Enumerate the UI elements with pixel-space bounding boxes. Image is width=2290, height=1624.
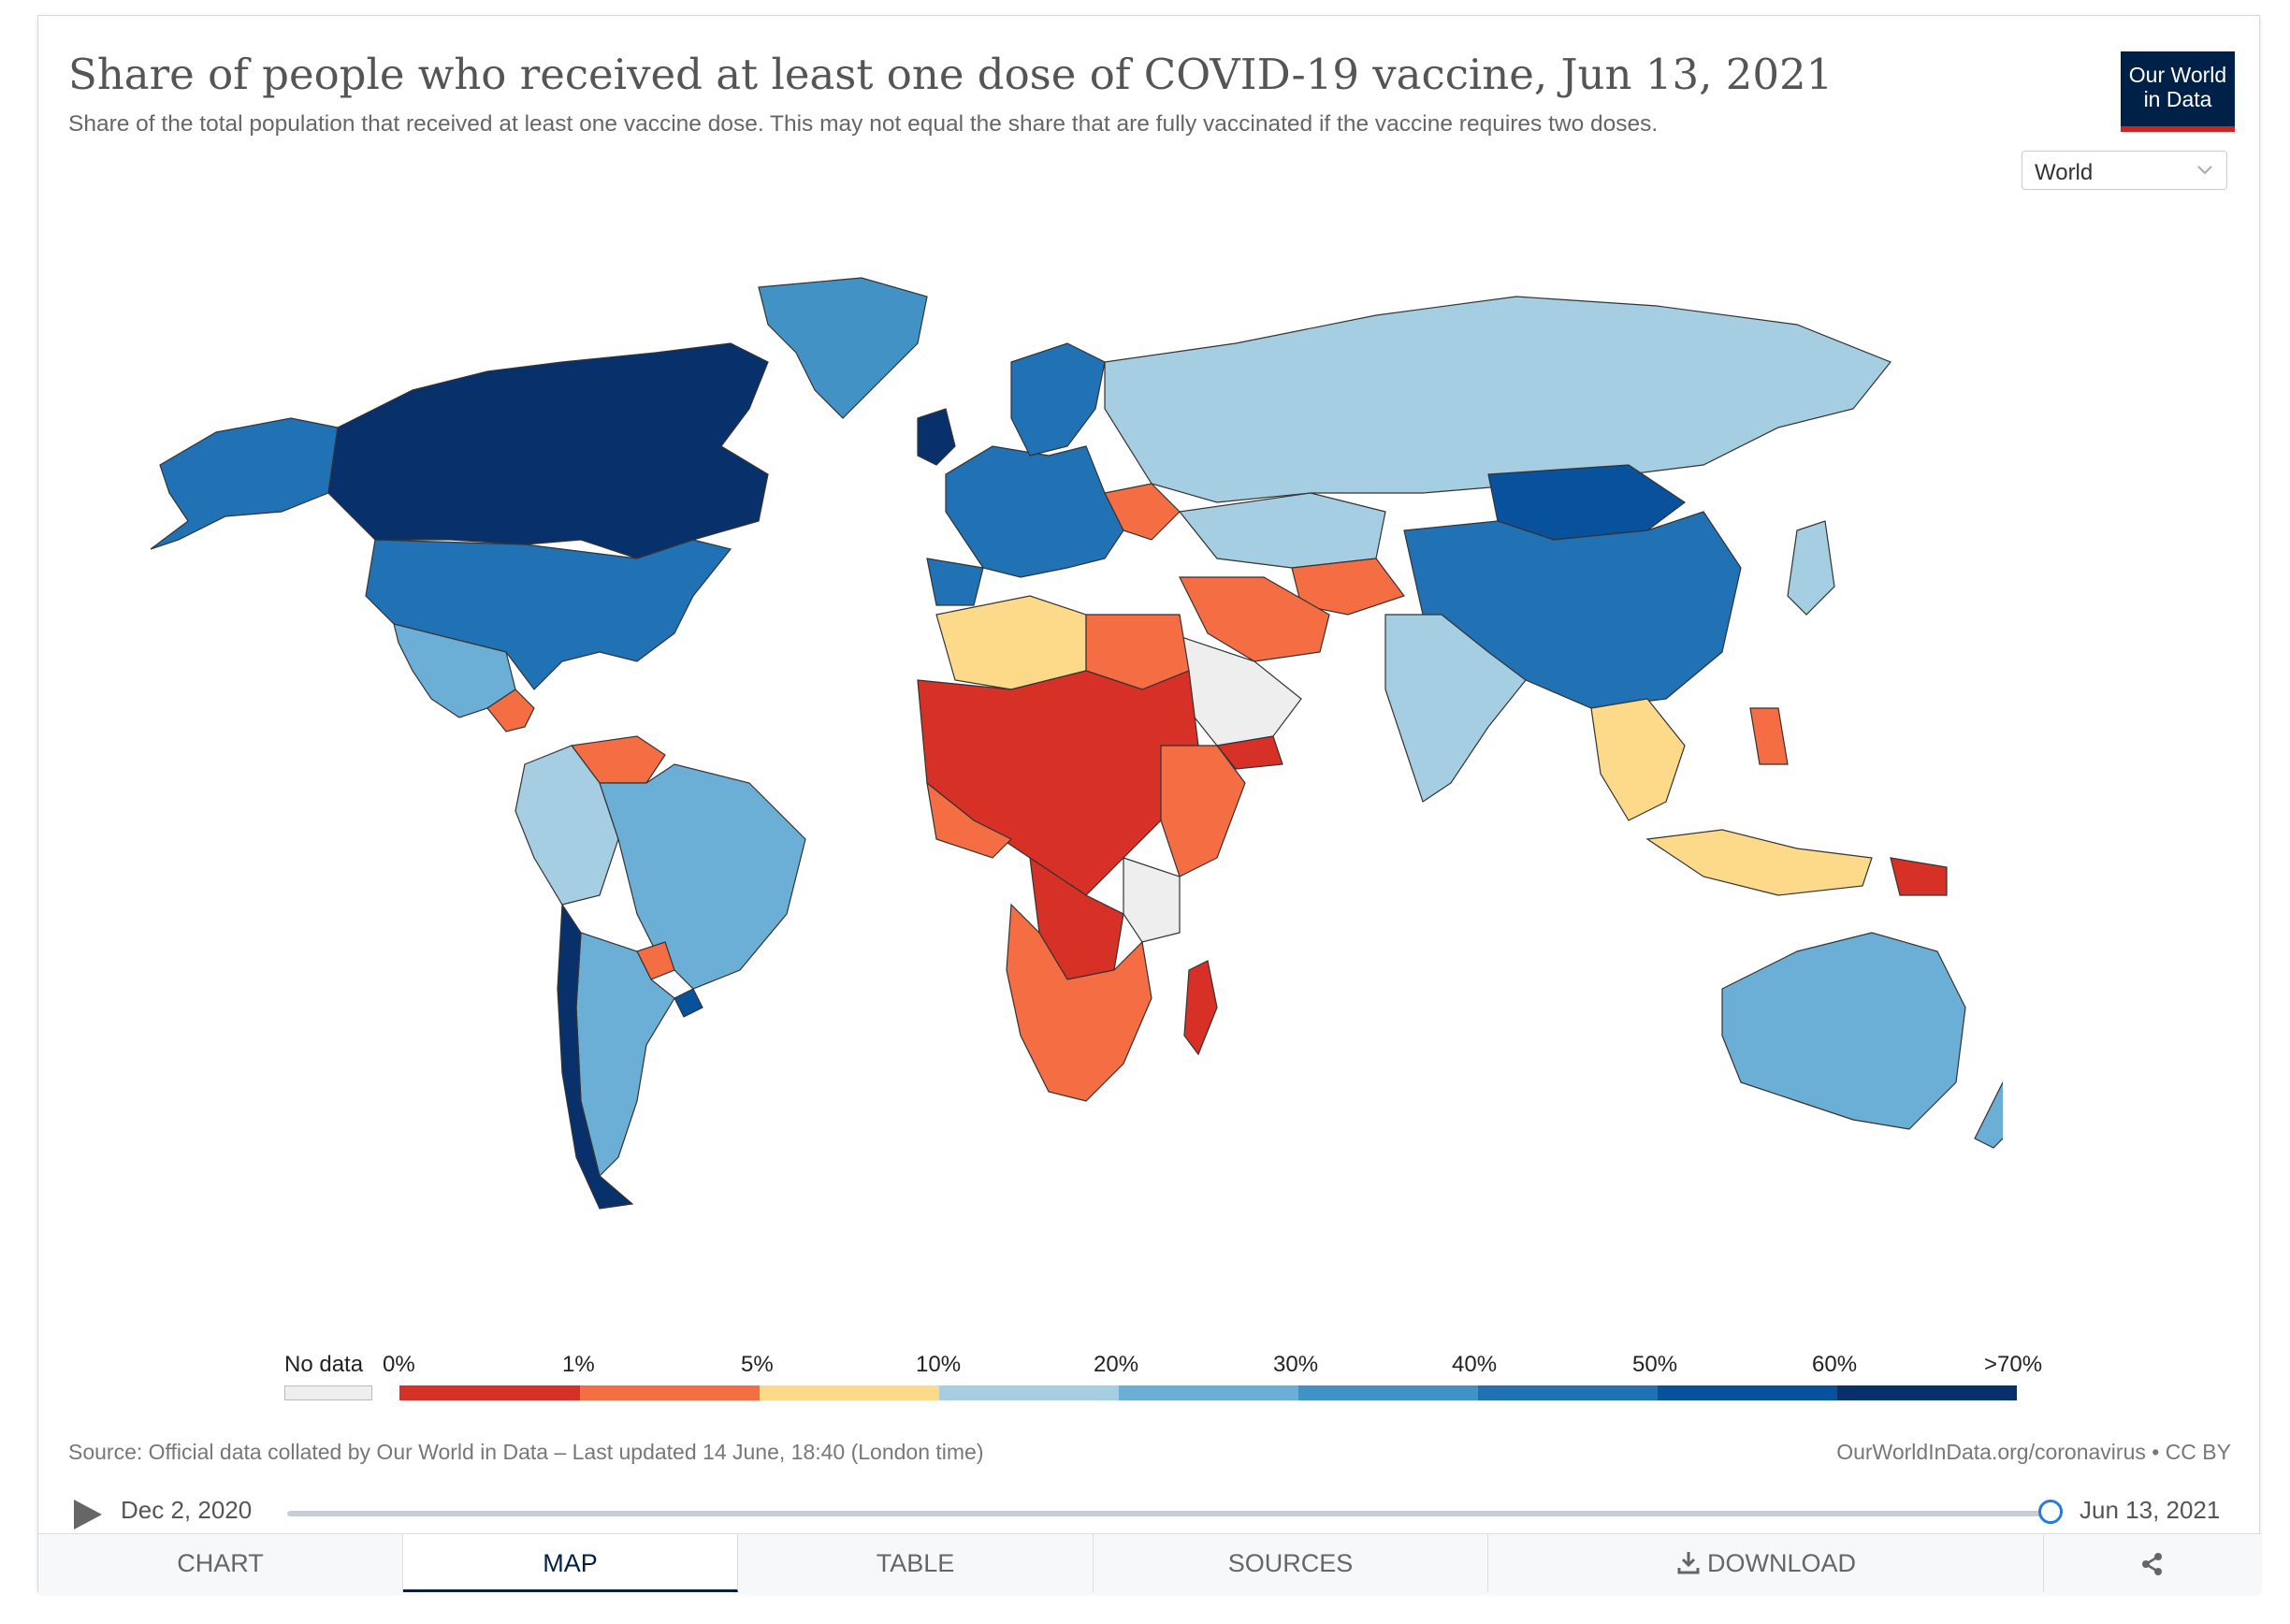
region-alaska[interactable]	[150, 417, 339, 550]
region-philippines[interactable]	[1749, 707, 1789, 765]
legend-tick: 30%	[1273, 1352, 1319, 1377]
share-icon	[2142, 1553, 2162, 1575]
region-eastern-europe[interactable]	[1104, 483, 1181, 541]
world-map	[150, 277, 2003, 1210]
region-yemen[interactable]	[1215, 735, 1283, 770]
legend-bin-30-40[interactable]	[1298, 1385, 1478, 1400]
region-uruguay[interactable]	[674, 988, 703, 1018]
legend-bin-60-70[interactable]	[1837, 1385, 2017, 1400]
legend-bin-5-10[interactable]	[760, 1385, 939, 1400]
download-icon	[1677, 1552, 1700, 1574]
tab-bar: CHART MAP TABLE SOURCES DOWNLOAD	[38, 1533, 2261, 1594]
region-kazakhstan[interactable]	[1178, 492, 1386, 569]
region-uk[interactable]	[917, 408, 956, 466]
region-europe[interactable]	[945, 445, 1124, 578]
region-mexico[interactable]	[393, 623, 516, 718]
region-australia[interactable]	[1721, 932, 1966, 1130]
region-india[interactable]	[1384, 614, 1527, 803]
legend-tick: 40%	[1452, 1352, 1498, 1377]
legend-tick: 10%	[916, 1352, 962, 1377]
region-canada[interactable]	[327, 342, 769, 559]
legend-tick: 50%	[1632, 1352, 1678, 1377]
legend-no-data-label: No data	[284, 1352, 364, 1377]
legend-bin-0-1[interactable]	[399, 1385, 580, 1400]
legend-tick: 20%	[1094, 1352, 1139, 1377]
region-png[interactable]	[1890, 857, 1948, 896]
chart-subtitle: Share of the total population that recei…	[68, 111, 1659, 137]
region-central-america[interactable]	[486, 689, 535, 732]
legend-bin-10-20[interactable]	[939, 1385, 1119, 1400]
region-north-africa[interactable]	[935, 595, 1087, 690]
region-madagascar[interactable]	[1183, 960, 1218, 1056]
map-legend: No data 0% 1% 5% 10% 20% 30% 40% 50% 60%…	[38, 1352, 2261, 1430]
timeline-start-label: Dec 2, 2020	[121, 1496, 253, 1524]
tab-share[interactable]	[2044, 1534, 2261, 1592]
source-url-link[interactable]: OurWorldInData.org/coronavirus • CC BY	[1836, 1440, 2231, 1464]
tab-map[interactable]: MAP	[403, 1534, 738, 1592]
region-iberia[interactable]	[926, 558, 984, 606]
owid-logo[interactable]: Our World in Data	[2121, 51, 2235, 132]
region-west-africa-coast[interactable]	[926, 781, 1013, 859]
region-new-zealand[interactable]	[1974, 1073, 2003, 1149]
legend-no-data-swatch[interactable]	[284, 1385, 372, 1400]
legend-bin-40-50[interactable]	[1478, 1385, 1658, 1400]
region-tanzania[interactable]	[1123, 857, 1181, 943]
region-southeast-asia[interactable]	[1590, 698, 1686, 821]
region-select[interactable]: World	[2022, 151, 2227, 190]
tab-label: MAP	[543, 1549, 598, 1577]
legend-bin-1-5[interactable]	[580, 1385, 760, 1400]
region-select-value: World	[2035, 160, 2094, 185]
region-colombia-peru[interactable]	[515, 745, 619, 906]
timeline: Dec 2, 2020 Jun 13, 2021	[38, 1488, 2261, 1544]
tab-chart[interactable]: CHART	[38, 1534, 403, 1592]
region-brazil[interactable]	[599, 763, 806, 990]
timeline-end-handle[interactable]	[2038, 1500, 2063, 1524]
region-east-africa[interactable]	[1160, 745, 1246, 877]
timeline-end-label: Jun 13, 2021	[2080, 1496, 2221, 1524]
region-indonesia[interactable]	[1645, 829, 1873, 896]
region-scandinavia[interactable]	[1010, 342, 1106, 457]
logo-line-2: in Data	[2143, 87, 2212, 111]
legend-tick: 5%	[741, 1352, 774, 1377]
chart-title: Share of people who received at least on…	[68, 50, 1833, 99]
region-japan[interactable]	[1787, 520, 1835, 616]
tab-label: CHART	[177, 1549, 264, 1577]
chevron-down-icon	[2197, 166, 2212, 175]
legend-tick: 0%	[383, 1352, 415, 1377]
tab-label: DOWNLOAD	[1706, 1549, 1856, 1577]
chart-frame: Share of people who received at least on…	[37, 15, 2261, 1594]
tab-sources[interactable]: SOURCES	[1094, 1534, 1488, 1592]
legend-bin-20-30[interactable]	[1119, 1385, 1298, 1400]
source-note: Source: Official data collated by Our Wo…	[68, 1440, 984, 1464]
tab-label: SOURCES	[1227, 1549, 1354, 1577]
timeline-track[interactable]	[287, 1511, 2053, 1516]
legend-tick: >70%	[1984, 1352, 2043, 1377]
play-icon[interactable]	[72, 1498, 104, 1531]
tab-label: TABLE	[876, 1549, 955, 1577]
region-sahel[interactable]	[917, 670, 1199, 896]
region-southern-africa[interactable]	[1006, 903, 1152, 1102]
legend-bin-50-60[interactable]	[1658, 1385, 1837, 1400]
logo-line-1: Our World	[2128, 63, 2227, 87]
tab-download[interactable]: DOWNLOAD	[1488, 1534, 2044, 1592]
legend-tick: 60%	[1812, 1352, 1858, 1377]
region-russia[interactable]	[1104, 296, 1891, 503]
legend-tick: 1%	[562, 1352, 595, 1377]
tab-table[interactable]: TABLE	[738, 1534, 1094, 1592]
region-chile[interactable]	[557, 903, 634, 1210]
region-middle-east[interactable]	[1179, 576, 1330, 662]
region-greenland[interactable]	[758, 277, 928, 419]
